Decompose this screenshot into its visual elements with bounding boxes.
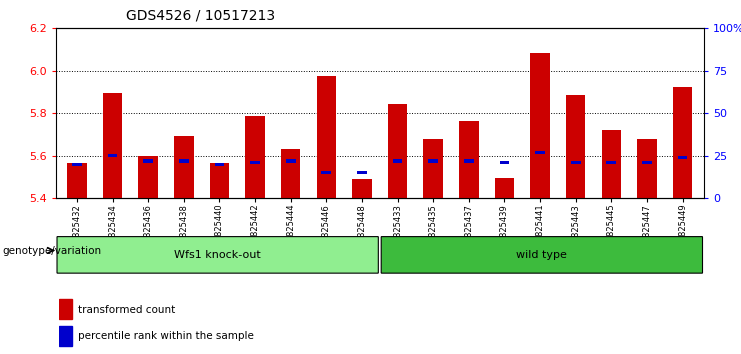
FancyBboxPatch shape (57, 236, 379, 273)
Bar (245, 116, 265, 198)
FancyBboxPatch shape (381, 236, 702, 273)
Bar (531, 53, 550, 198)
Bar (352, 179, 372, 198)
Text: GDS4526 / 10517213: GDS4526 / 10517213 (126, 9, 275, 23)
Bar (428, 159, 438, 162)
Bar (281, 149, 301, 198)
Bar (566, 95, 585, 198)
Bar (357, 171, 367, 175)
Bar (423, 139, 443, 198)
Bar (602, 130, 621, 198)
Bar (250, 161, 260, 164)
Text: transformed count: transformed count (78, 305, 175, 315)
Text: wild type: wild type (516, 250, 568, 260)
Bar (606, 161, 617, 164)
Text: percentile rank within the sample: percentile rank within the sample (78, 331, 253, 341)
Bar (139, 156, 158, 198)
Bar (59, 299, 71, 319)
Bar (316, 76, 336, 198)
Bar (499, 161, 509, 164)
Bar (571, 161, 581, 164)
Bar (107, 154, 118, 158)
Bar (495, 178, 514, 198)
Bar (678, 156, 688, 159)
Bar (642, 161, 652, 164)
Bar (673, 87, 692, 198)
Bar (174, 136, 193, 198)
Bar (103, 93, 122, 198)
Bar (143, 159, 153, 162)
Bar (179, 159, 189, 162)
Bar (393, 159, 402, 162)
Bar (388, 104, 408, 198)
Bar (215, 162, 225, 166)
Text: genotype/variation: genotype/variation (2, 246, 102, 256)
Bar (322, 171, 331, 175)
Bar (459, 121, 479, 198)
Text: Wfs1 knock-out: Wfs1 knock-out (174, 250, 261, 260)
Bar (72, 162, 82, 166)
Bar (464, 159, 473, 162)
Bar (67, 163, 87, 198)
Bar (210, 163, 229, 198)
Bar (286, 159, 296, 162)
Bar (535, 151, 545, 154)
Bar (637, 139, 657, 198)
Bar (59, 326, 71, 346)
